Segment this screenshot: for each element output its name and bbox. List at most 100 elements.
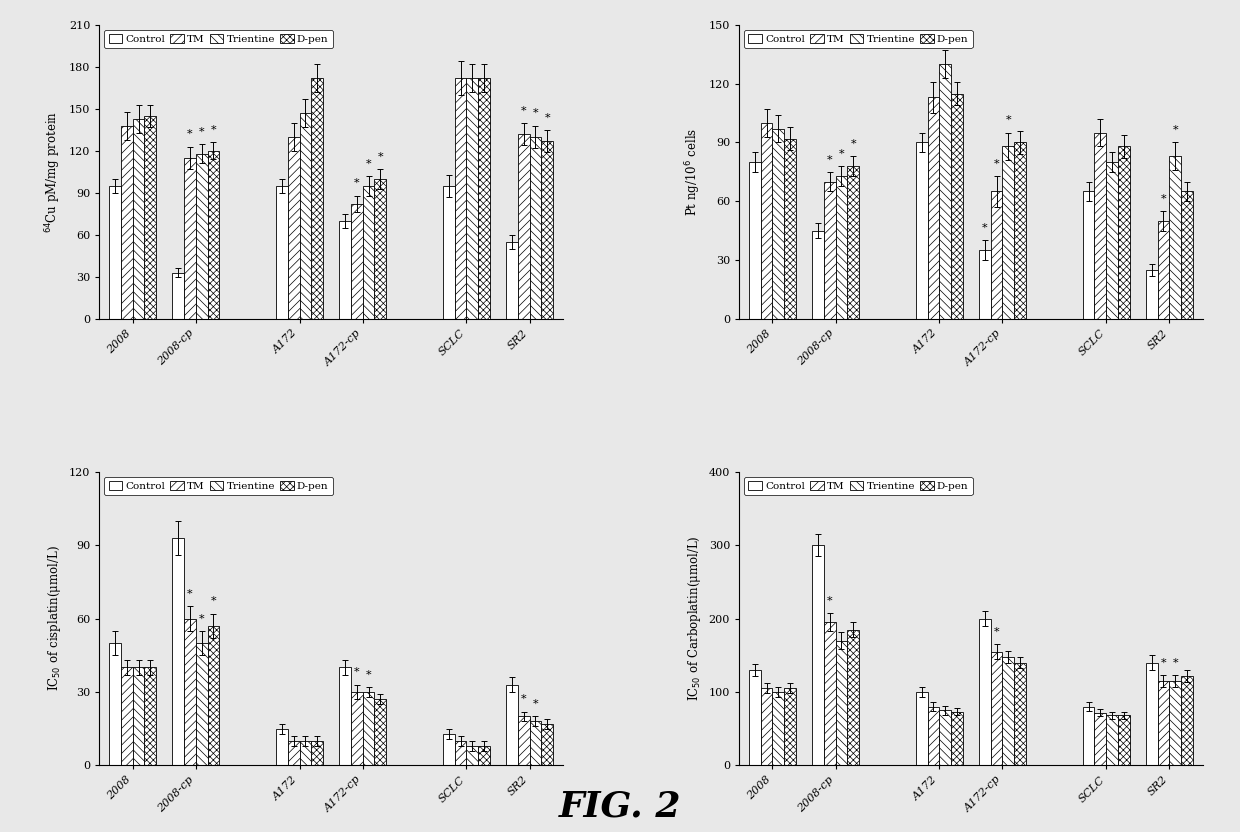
Bar: [991, 651, 1002, 765]
Bar: [847, 630, 859, 765]
Bar: [184, 158, 196, 319]
Bar: [1083, 706, 1095, 765]
Bar: [1095, 132, 1106, 319]
Bar: [836, 176, 847, 319]
Bar: [455, 78, 466, 319]
Bar: [1146, 662, 1158, 765]
Bar: [275, 186, 288, 319]
Text: *: *: [982, 223, 987, 233]
Bar: [109, 643, 120, 765]
Text: *: *: [838, 149, 844, 159]
Bar: [915, 142, 928, 319]
Bar: [785, 688, 796, 765]
Bar: [1182, 676, 1193, 765]
Text: *: *: [187, 129, 192, 139]
Bar: [991, 191, 1002, 319]
Text: *: *: [377, 151, 383, 161]
Bar: [455, 741, 466, 765]
Y-axis label: $^{64}$Cu pM/mg protein: $^{64}$Cu pM/mg protein: [43, 111, 63, 233]
Bar: [978, 250, 991, 319]
Bar: [479, 78, 490, 319]
Bar: [978, 618, 991, 765]
Bar: [300, 741, 311, 765]
Text: *: *: [993, 158, 999, 168]
Bar: [812, 545, 823, 765]
Bar: [339, 667, 351, 765]
Bar: [542, 141, 553, 319]
Bar: [940, 64, 951, 319]
Text: *: *: [366, 159, 371, 169]
Bar: [773, 129, 785, 319]
Bar: [207, 626, 219, 765]
Bar: [144, 667, 156, 765]
Text: *: *: [366, 670, 371, 680]
Bar: [311, 78, 324, 319]
Bar: [517, 716, 529, 765]
Text: *: *: [198, 126, 205, 136]
Bar: [836, 641, 847, 765]
Text: *: *: [851, 139, 856, 149]
Bar: [172, 273, 184, 319]
Bar: [823, 622, 836, 765]
Text: *: *: [1161, 194, 1167, 204]
Bar: [823, 181, 836, 319]
Bar: [1118, 146, 1130, 319]
Bar: [109, 186, 120, 319]
Bar: [196, 643, 207, 765]
Bar: [928, 97, 940, 319]
Text: *: *: [1006, 116, 1012, 126]
Bar: [311, 741, 324, 765]
Bar: [207, 151, 219, 319]
Bar: [1095, 712, 1106, 765]
Bar: [940, 711, 951, 765]
Bar: [275, 729, 288, 765]
Bar: [120, 667, 133, 765]
Bar: [1146, 270, 1158, 319]
Bar: [133, 119, 144, 319]
Legend: Control, TM, Trientine, D-pen: Control, TM, Trientine, D-pen: [104, 477, 332, 495]
Text: *: *: [198, 613, 205, 623]
Bar: [529, 137, 542, 319]
Y-axis label: IC$_{50}$ of cisplatin(μmol/L): IC$_{50}$ of cisplatin(μmol/L): [46, 546, 63, 691]
Bar: [760, 123, 773, 319]
Bar: [351, 692, 362, 765]
Bar: [506, 685, 517, 765]
Bar: [1106, 716, 1118, 765]
Text: *: *: [521, 694, 527, 704]
Bar: [749, 670, 760, 765]
Bar: [928, 706, 940, 765]
Bar: [288, 741, 300, 765]
Text: *: *: [533, 699, 538, 709]
Bar: [144, 116, 156, 319]
Bar: [1002, 146, 1014, 319]
Bar: [785, 139, 796, 319]
Text: *: *: [827, 596, 832, 606]
Bar: [339, 220, 351, 319]
Text: *: *: [1173, 125, 1178, 135]
Legend: Control, TM, Trientine, D-pen: Control, TM, Trientine, D-pen: [744, 30, 972, 48]
Text: *: *: [827, 155, 832, 165]
Legend: Control, TM, Trientine, D-pen: Control, TM, Trientine, D-pen: [104, 30, 332, 48]
Bar: [1169, 156, 1182, 319]
Text: *: *: [544, 112, 551, 122]
Text: FIG. 2: FIG. 2: [559, 790, 681, 824]
Text: *: *: [533, 108, 538, 118]
Text: *: *: [353, 667, 360, 677]
Bar: [951, 712, 963, 765]
Bar: [847, 166, 859, 319]
Bar: [362, 186, 374, 319]
Text: *: *: [211, 125, 216, 135]
Text: *: *: [993, 626, 999, 636]
Bar: [1014, 142, 1027, 319]
Text: *: *: [187, 589, 192, 599]
Bar: [517, 134, 529, 319]
Bar: [1014, 662, 1027, 765]
Bar: [120, 126, 133, 319]
Bar: [184, 618, 196, 765]
Text: *: *: [521, 106, 527, 116]
Bar: [443, 734, 455, 765]
Bar: [1083, 191, 1095, 319]
Text: *: *: [1173, 658, 1178, 668]
Bar: [529, 721, 542, 765]
Bar: [351, 204, 362, 319]
